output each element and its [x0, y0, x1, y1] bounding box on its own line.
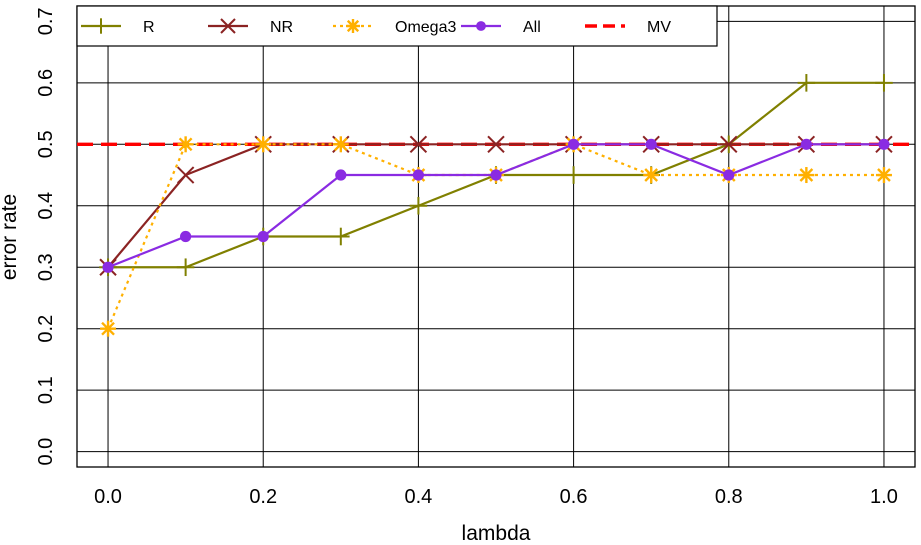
data-point — [878, 138, 890, 150]
data-point — [332, 227, 350, 246]
data-point — [409, 196, 428, 215]
data-point — [409, 135, 428, 154]
legend-entry-r: R — [81, 18, 155, 36]
data-point — [800, 138, 812, 150]
y-tick-label: 0.3 — [35, 253, 57, 281]
data-point — [102, 261, 114, 273]
data-point — [720, 135, 738, 154]
data-point — [875, 74, 893, 92]
data-point — [335, 169, 347, 181]
data-point — [412, 169, 425, 181]
y-axis-title: error rate — [0, 194, 21, 280]
data-point — [643, 167, 660, 184]
series-line — [107, 143, 884, 330]
legend-label: NR — [270, 19, 293, 36]
legend-entry-all: All — [461, 19, 541, 36]
data-point — [564, 166, 583, 184]
legend-label: MV — [647, 19, 671, 36]
data-point — [723, 169, 735, 181]
y-tick-label: 0.2 — [35, 315, 57, 343]
y-tick-label: 0.4 — [35, 192, 57, 220]
data-point — [100, 320, 117, 337]
data-point — [797, 74, 816, 92]
data-point — [176, 166, 195, 184]
legend-entry-nr: NR — [208, 18, 293, 36]
data-point — [567, 138, 580, 150]
data-point — [798, 167, 815, 184]
legend-label: All — [523, 19, 541, 36]
legend-marker — [476, 21, 486, 31]
legend-label: R — [143, 19, 155, 36]
legend-entry-mv: MV — [585, 19, 671, 36]
data-point — [332, 136, 349, 153]
data-point — [176, 258, 195, 277]
x-tick-label: 0.6 — [560, 486, 588, 508]
data-point — [180, 230, 192, 243]
legend-marker — [93, 18, 109, 34]
x-axis-title: lambda — [462, 522, 531, 545]
legend-label: Omega3 — [395, 19, 456, 36]
y-tick-label: 0.0 — [35, 438, 57, 466]
data-point — [177, 136, 194, 153]
series-group — [99, 74, 893, 337]
x-tick-label: 0.0 — [94, 486, 122, 508]
x-tick-label: 0.4 — [405, 486, 433, 508]
legend-marker — [346, 19, 360, 33]
y-tick-label: 0.1 — [35, 376, 57, 404]
data-point — [645, 138, 657, 150]
data-point — [487, 135, 505, 154]
y-tick-label: 0.5 — [35, 130, 57, 158]
data-point — [490, 169, 502, 181]
legend: R NR Omega3 All MV — [76, 5, 718, 47]
series-all — [102, 138, 890, 273]
x-tick-label: 1.0 — [870, 486, 898, 508]
data-point — [257, 230, 269, 243]
data-point — [875, 167, 892, 184]
axes: 0.0 0.2 0.4 0.6 0.8 1.0 0.0 0.1 0.2 0.3 0.4 0.5 0.6 0… — [35, 5, 916, 508]
data-point — [255, 136, 272, 153]
legend-marker — [220, 18, 236, 34]
y-tick-label: 0.7 — [35, 7, 57, 35]
x-tick-label: 0.8 — [715, 486, 743, 508]
x-tick-label: 0.2 — [249, 486, 277, 508]
y-tick-label: 0.6 — [35, 69, 57, 97]
legend-entry-omega3: Omega3 — [333, 19, 456, 36]
